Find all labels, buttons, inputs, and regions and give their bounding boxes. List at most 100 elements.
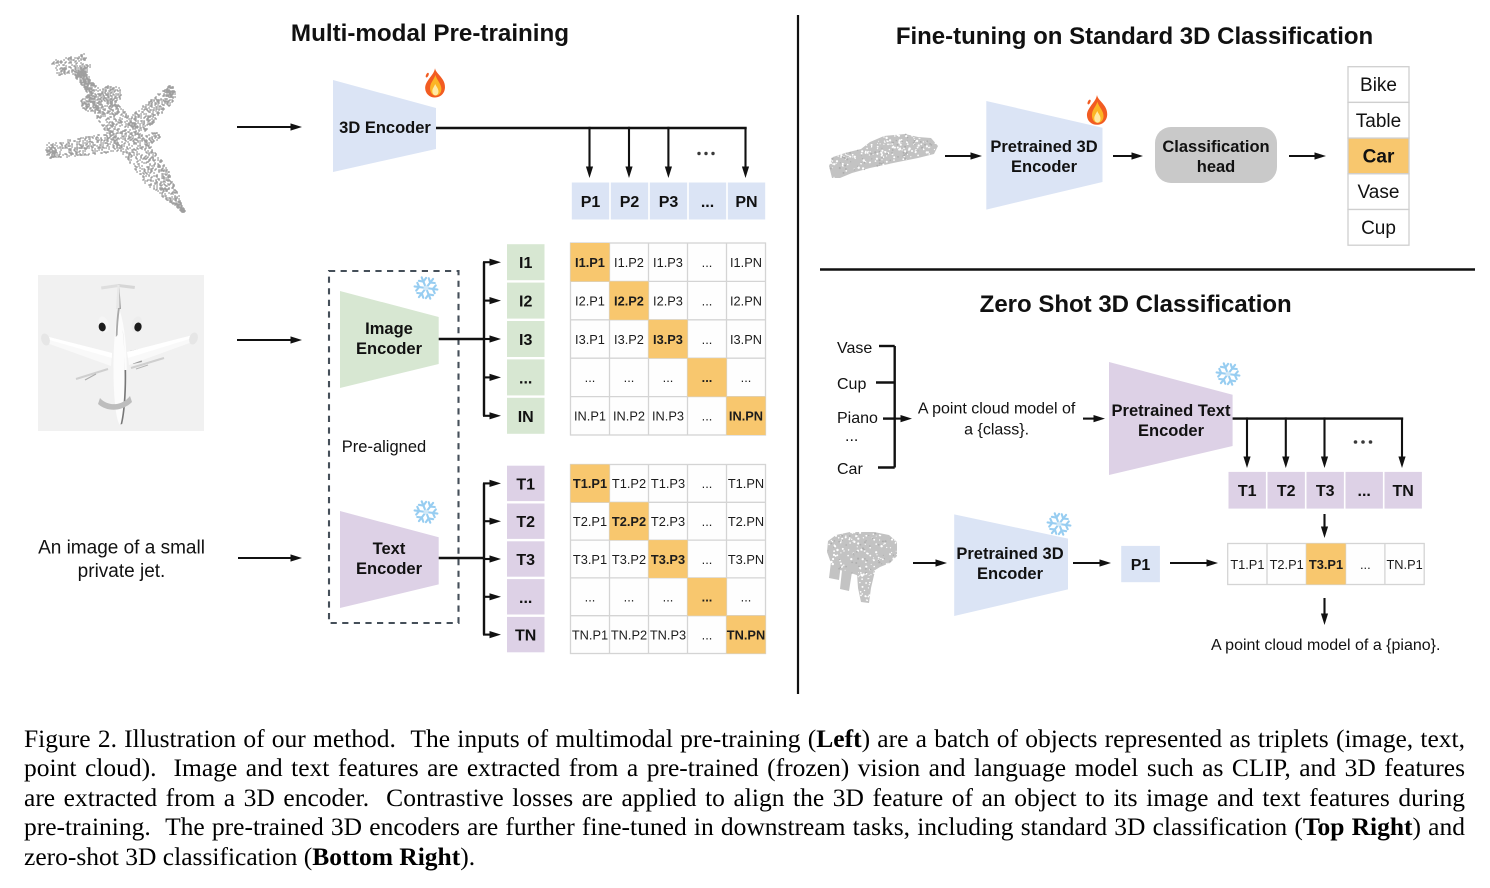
svg-text:T1.P1: T1.P1 [573,476,607,491]
svg-text:TN.P1: TN.P1 [572,627,608,642]
svg-text:...: ... [741,590,752,605]
svg-text:...: ... [663,590,674,605]
svg-text:I1.P2: I1.P2 [614,255,644,270]
svg-text:Encoder: Encoder [1011,158,1078,176]
svg-text:...: ... [701,194,714,211]
svg-text:...: ... [519,370,532,387]
svg-text:T3.PN: T3.PN [728,552,764,567]
svg-text:T1.P3: T1.P3 [651,476,685,491]
svg-text:Cup: Cup [837,376,866,393]
svg-text:Vase: Vase [1358,182,1400,203]
svg-text:IN: IN [518,409,534,426]
svg-text:...: ... [741,370,752,385]
svg-text:P3: P3 [659,194,679,211]
svg-text:...: ... [702,627,713,642]
svg-text:TN.PN: TN.PN [727,627,765,642]
svg-text:I1.PN: I1.PN [730,255,762,270]
svg-text:...: ... [585,370,596,385]
svg-text:...: ... [702,552,713,567]
svg-text:I2.P2: I2.P2 [614,293,644,308]
svg-text:An image of a small: An image of a small [38,538,205,559]
svg-text:...: ... [702,255,713,270]
svg-text:Encoder: Encoder [356,560,423,578]
svg-text:T2.P2: T2.P2 [612,514,646,529]
svg-text:Multi-modal Pre-training: Multi-modal Pre-training [291,20,569,47]
svg-text:P2: P2 [620,194,640,211]
svg-text:Encoder: Encoder [356,340,423,358]
svg-text:T2.P3: T2.P3 [651,514,685,529]
svg-text:head: head [1197,158,1236,176]
svg-text:Image: Image [365,320,413,338]
svg-text:...: ... [702,514,713,529]
svg-text:Vase: Vase [837,340,872,357]
svg-text:Car: Car [837,461,863,478]
svg-text:I2.PN: I2.PN [730,293,762,308]
svg-text:P1: P1 [581,194,601,211]
svg-text:T3: T3 [516,552,535,569]
svg-text:...: ... [845,428,858,445]
svg-text:T2.P1: T2.P1 [1270,557,1304,572]
svg-text:Pretrained Text: Pretrained Text [1112,402,1231,420]
svg-text:Pretrained 3D: Pretrained 3D [956,545,1063,563]
svg-text:T3.P3: T3.P3 [651,552,685,567]
svg-text:T2: T2 [1277,483,1296,500]
svg-text:Encoder: Encoder [1138,422,1205,440]
svg-text:TN.P3: TN.P3 [650,627,686,642]
svg-text:PN: PN [735,194,757,211]
svg-text:T1.P2: T1.P2 [612,476,646,491]
svg-text:TN.P1: TN.P1 [1386,557,1422,572]
svg-text:I1: I1 [519,255,532,272]
svg-text:Text: Text [373,540,406,558]
svg-text:Pretrained 3D: Pretrained 3D [990,138,1097,156]
svg-text:I2: I2 [519,294,532,311]
svg-text:T1.P1: T1.P1 [1230,557,1264,572]
svg-text:...: ... [624,370,635,385]
svg-text:...: ... [702,409,713,424]
svg-text:A point cloud model of a {pian: A point cloud model of a {piano}. [1211,637,1441,654]
svg-text:...: ... [702,332,713,347]
svg-text:I1.P1: I1.P1 [575,255,605,270]
svg-text:...: ... [1358,483,1371,500]
svg-text:TN: TN [515,628,536,645]
svg-text:I2.P3: I2.P3 [653,293,683,308]
svg-text:Piano: Piano [837,410,878,427]
svg-text:T3.P2: T3.P2 [612,552,646,567]
svg-text:...: ... [519,590,532,607]
svg-text:Cup: Cup [1361,218,1396,239]
svg-text:...: ... [585,590,596,605]
svg-text:Car: Car [1363,147,1395,168]
svg-text:I3: I3 [519,332,532,349]
svg-text:private jet.: private jet. [78,561,166,582]
svg-text:T2: T2 [516,514,535,531]
svg-text:A point cloud model of: A point cloud model of [918,400,1076,417]
svg-text:IN.P2: IN.P2 [613,409,645,424]
svg-text:I3.PN: I3.PN [730,332,762,347]
svg-text:T2.PN: T2.PN [728,514,764,529]
svg-text:T2.P1: T2.P1 [573,514,607,529]
svg-text:Classification: Classification [1162,138,1269,156]
svg-text:I3.P2: I3.P2 [614,332,644,347]
svg-text:I1.P3: I1.P3 [653,255,683,270]
svg-text:...: ... [663,370,674,385]
svg-text:T1: T1 [516,476,535,493]
svg-text:IN.PN: IN.PN [729,409,763,424]
svg-text:Zero Shot 3D Classification: Zero Shot 3D Classification [980,291,1292,318]
svg-text:a {class}.: a {class}. [964,422,1029,439]
svg-text:T1.PN: T1.PN [728,476,764,491]
svg-text:...: ... [702,293,713,308]
svg-text:...: ... [1360,557,1371,572]
svg-text:...: ... [624,590,635,605]
svg-text:I3.P1: I3.P1 [575,332,605,347]
svg-text:Bike: Bike [1360,75,1397,96]
svg-text:T3: T3 [1316,483,1335,500]
svg-text:I2.P1: I2.P1 [575,293,605,308]
svg-text:IN.P1: IN.P1 [574,409,606,424]
svg-text:Fine-tuning on Standard 3D Cla: Fine-tuning on Standard 3D Classificatio… [896,23,1373,50]
svg-text:...: ... [702,370,713,385]
svg-text:IN.P3: IN.P3 [652,409,684,424]
svg-text:T3.P1: T3.P1 [1309,557,1343,572]
svg-text:Table: Table [1356,111,1401,132]
svg-text:T1: T1 [1238,483,1257,500]
svg-text:TN: TN [1393,483,1414,500]
svg-text:I3.P3: I3.P3 [653,332,683,347]
